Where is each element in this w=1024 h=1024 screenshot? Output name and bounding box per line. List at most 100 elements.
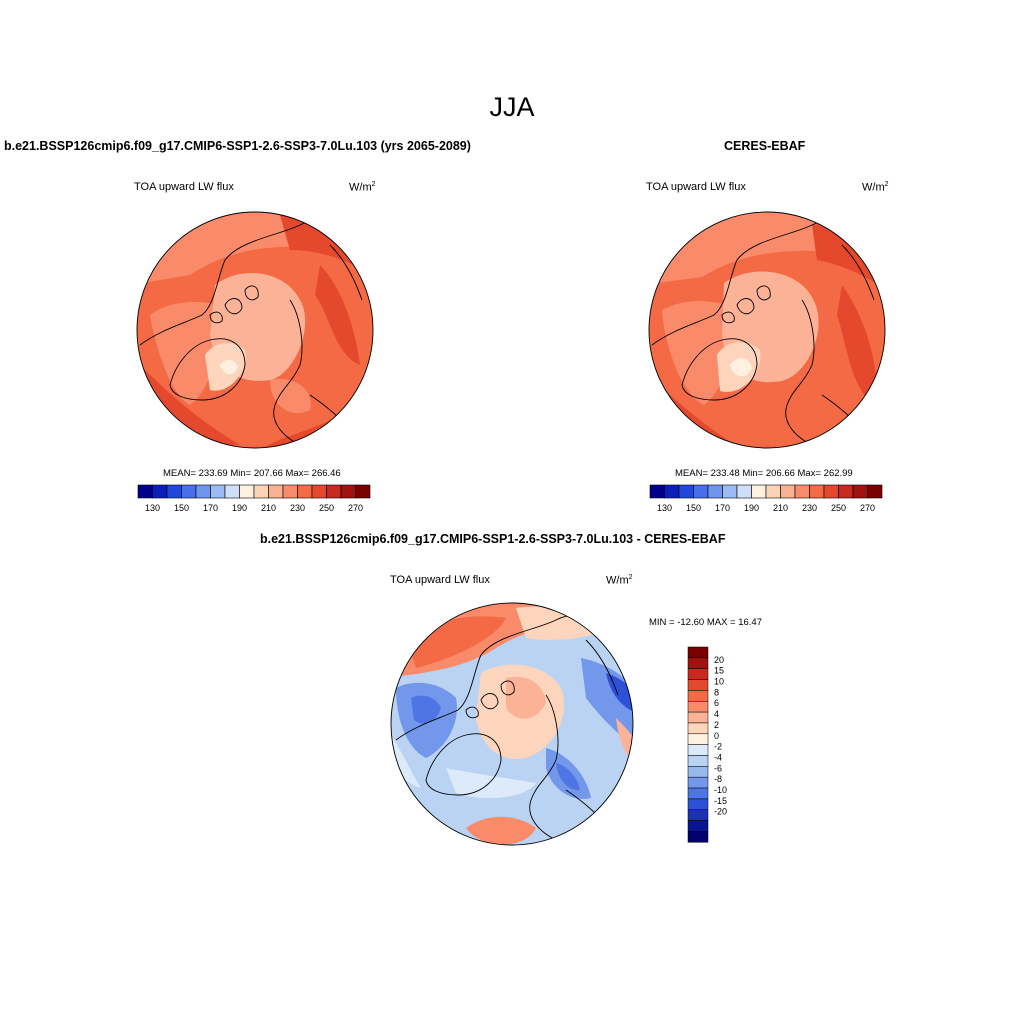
colorbar-tick-label: 6 — [714, 698, 719, 708]
colorbar-cell — [687, 711, 709, 724]
colorbar-tick-label: 130 — [657, 503, 672, 513]
colorbar-cell — [268, 484, 284, 499]
colorbar-tick-label: 190 — [232, 503, 247, 513]
diff-minmax-label: MIN = -12.60 MAX = 16.47 — [649, 617, 763, 628]
obs-variable-label: TOA upward LW flux — [646, 181, 746, 193]
colorbar-tick-label: 10 — [714, 677, 724, 687]
diff-units-label: W/m2 — [606, 574, 633, 587]
colorbar-cell — [195, 484, 211, 499]
colorbar-tick-label: 15 — [714, 666, 724, 676]
colorbar-cell — [649, 484, 665, 499]
colorbar-cell — [687, 733, 709, 745]
colorbar-tick-label: 250 — [319, 503, 334, 513]
colorbar-cell — [355, 484, 371, 499]
colorbar-cell — [867, 484, 883, 499]
colorbar-cell — [181, 484, 197, 499]
colorbar-tick-label: 210 — [773, 503, 788, 513]
colorbar-tick-label: -10 — [714, 785, 727, 795]
colorbar-cell — [809, 484, 825, 499]
colorbar-cell — [707, 484, 723, 499]
colorbar-tick-label: 150 — [174, 503, 189, 513]
colorbar-tick-label: 230 — [290, 503, 305, 513]
colorbar-tick-label: -8 — [714, 774, 722, 784]
colorbar-cell — [297, 484, 313, 499]
colorbar-cell — [253, 484, 269, 499]
colorbar-cell — [722, 484, 738, 499]
colorbar-cell — [687, 744, 709, 756]
colorbar-tick-label: 170 — [715, 503, 730, 513]
colorbar-cell — [687, 755, 709, 767]
diff-panel-title: b.e21.BSSP126cmip6.f09_g17.CMIP6-SSP1-2.… — [260, 532, 726, 546]
colorbar-cell — [687, 787, 709, 800]
colorbar-tick-label: -2 — [714, 742, 722, 752]
obs-units-label: W/m2 — [862, 181, 889, 194]
diff-polar-map — [390, 602, 634, 846]
colorbar-cell — [224, 484, 240, 499]
colorbar-tick-label: 4 — [714, 709, 719, 719]
model-stats-label: MEAN= 233.69 Min= 207.66 Max= 266.46 — [163, 468, 341, 479]
colorbar-tick-label: 170 — [203, 503, 218, 513]
colorbar-cell — [751, 484, 767, 499]
colorbar-cell — [687, 690, 709, 702]
colorbar-cell — [311, 484, 327, 499]
colorbar-tick-label: -4 — [714, 752, 722, 762]
colorbar-cell — [823, 484, 839, 499]
colorbar-tick-label: 130 — [145, 503, 160, 513]
obs-colorbar: 130 150 170 190 210 230 250 270 — [649, 484, 883, 513]
colorbar-cell — [152, 484, 168, 499]
model-units-label: W/m2 — [349, 181, 376, 194]
colorbar-cell — [687, 766, 709, 778]
colorbar-cell — [736, 484, 752, 499]
colorbar-tick-label: 150 — [686, 503, 701, 513]
obs-polar-map — [648, 211, 886, 449]
colorbar-cell — [282, 484, 298, 499]
model-polar-map — [136, 211, 374, 449]
colorbar-tick-label: 0 — [714, 731, 719, 741]
colorbar-cell — [693, 484, 709, 499]
colorbar-cell — [687, 820, 709, 832]
colorbar-tick-label: 20 — [714, 655, 724, 665]
colorbar-cell — [239, 484, 255, 499]
colorbar-cell — [794, 484, 810, 499]
colorbar-cell — [340, 484, 356, 499]
colorbar-cell — [780, 484, 796, 499]
colorbar-cell — [765, 484, 781, 499]
obs-panel-title: CERES-EBAF — [724, 139, 806, 153]
colorbar-cell — [326, 484, 342, 499]
model-colorbar: 130 150 170 190 210 230 250 270 — [137, 484, 371, 513]
model-variable-label: TOA upward LW flux — [134, 181, 234, 193]
colorbar-cell — [838, 484, 854, 499]
colorbar-cell — [664, 484, 680, 499]
colorbar-cell — [166, 484, 182, 499]
colorbar-tick-label: 190 — [744, 503, 759, 513]
colorbar-cell — [687, 809, 709, 821]
colorbar-cell — [137, 484, 153, 499]
obs-stats-label: MEAN= 233.48 Min= 206.66 Max= 262.99 — [675, 468, 853, 479]
colorbar-tick-label: 230 — [802, 503, 817, 513]
colorbar-cell — [687, 657, 709, 669]
colorbar-cell — [687, 668, 709, 680]
colorbar-cell — [210, 484, 226, 499]
colorbar-cell — [687, 722, 709, 735]
colorbar-cell — [687, 798, 709, 810]
model-panel-title: b.e21.BSSP126cmip6.f09_g17.CMIP6-SSP1-2.… — [4, 139, 471, 153]
colorbar-cell — [852, 484, 868, 499]
colorbar-cell — [687, 776, 709, 789]
colorbar-tick-label: 270 — [860, 503, 875, 513]
season-title: JJA — [489, 92, 535, 122]
diff-variable-label: TOA upward LW flux — [390, 574, 490, 586]
colorbar-cell — [687, 679, 709, 691]
colorbar-tick-label: 8 — [714, 687, 719, 697]
colorbar-tick-label: 2 — [714, 720, 719, 730]
colorbar-cell — [687, 831, 709, 843]
colorbar-cell — [678, 484, 694, 499]
colorbar-tick-label: -20 — [714, 807, 727, 817]
colorbar-tick-label: -15 — [714, 796, 727, 806]
colorbar-tick-label: 210 — [261, 503, 276, 513]
colorbar-tick-label: 270 — [348, 503, 363, 513]
colorbar-tick-label: -6 — [714, 763, 722, 773]
colorbar-cell — [687, 701, 709, 713]
colorbar-cell — [687, 646, 709, 659]
colorbar-tick-label: 250 — [831, 503, 846, 513]
